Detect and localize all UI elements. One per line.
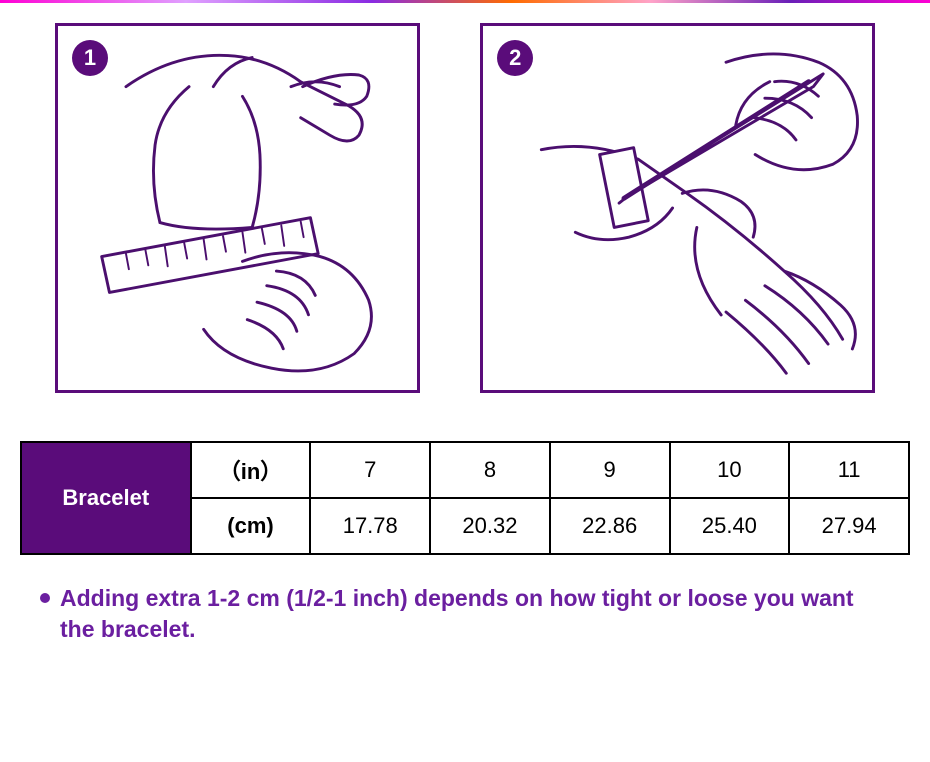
cell-in-4: 11 bbox=[789, 442, 909, 498]
sizing-note: Adding extra 1-2 cm (1/2-1 inch) depends… bbox=[40, 583, 890, 645]
table-row-in: Bracelet （in） 7 8 9 10 11 bbox=[21, 442, 909, 498]
sizing-note-text: Adding extra 1-2 cm (1/2-1 inch) depends… bbox=[60, 583, 890, 645]
cell-cm-2: 22.86 bbox=[550, 498, 670, 554]
cell-cm-1: 20.32 bbox=[430, 498, 550, 554]
cell-in-0: 7 bbox=[310, 442, 430, 498]
wrist-pen-illustration bbox=[483, 26, 872, 390]
cell-in-1: 8 bbox=[430, 442, 550, 498]
bullet-icon bbox=[40, 593, 50, 603]
unit-label-in: （in） bbox=[191, 442, 311, 498]
panel-mark-pen: 2 bbox=[480, 23, 875, 393]
cell-cm-0: 17.78 bbox=[310, 498, 430, 554]
cell-cm-3: 25.40 bbox=[670, 498, 790, 554]
panel-measure-ruler: 1 bbox=[55, 23, 420, 393]
cell-in-2: 9 bbox=[550, 442, 670, 498]
bracelet-size-table: Bracelet （in） 7 8 9 10 11 (cm) 17.78 20.… bbox=[20, 441, 910, 555]
cell-cm-4: 27.94 bbox=[789, 498, 909, 554]
illustration-row: 1 bbox=[0, 3, 930, 393]
cell-in-3: 10 bbox=[670, 442, 790, 498]
unit-label-cm: (cm) bbox=[191, 498, 311, 554]
wrist-ruler-illustration bbox=[58, 26, 417, 390]
table-header-bracelet: Bracelet bbox=[21, 442, 191, 554]
